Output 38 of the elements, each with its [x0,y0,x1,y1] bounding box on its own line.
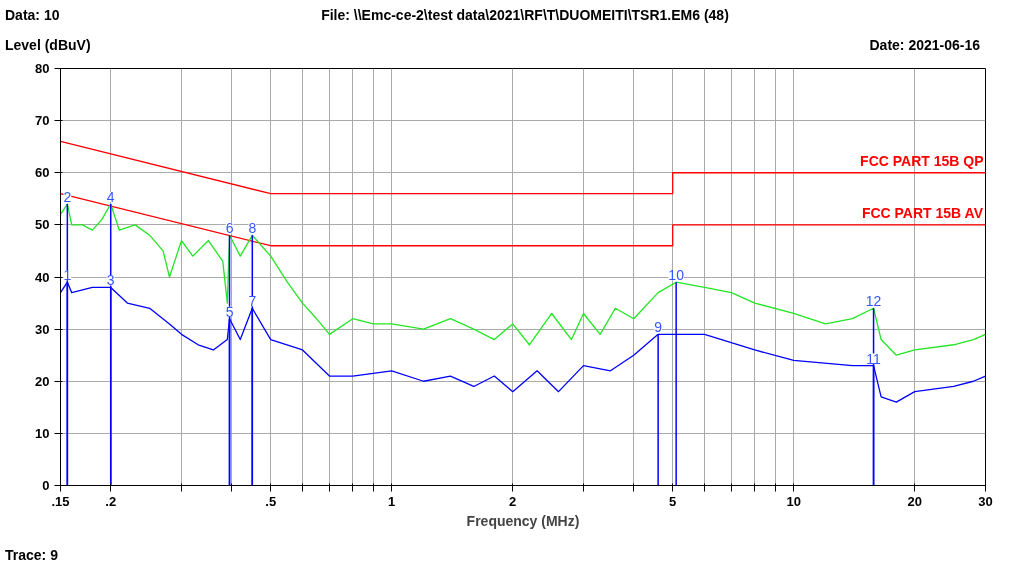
x-tick-label: 5 [669,493,677,509]
x-tick-label: .2 [105,493,117,509]
y-tick-label: 0 [42,478,50,493]
annotation: 5 [225,303,234,320]
y-tick-label: 80 [35,61,50,76]
y-tick-label: 20 [35,373,50,389]
y-tick-label: 50 [35,217,50,233]
y-tick-label: 30 [35,321,50,337]
annotation: 7 [248,293,257,310]
x-tick-label: .15 [51,493,70,509]
annotation: 2 [63,189,72,206]
annotation: 9 [654,319,663,336]
annotation: 4 [106,189,115,206]
chart-title: File: \\Emc-ce-2\test data\2021\RF\T\DUOMEITI\TSR1.EM6 (48) [321,6,729,25]
series-label: FCC PART 15B QP [860,152,984,169]
y-axis-title: Level (dBuV) [5,36,91,55]
x-tick-label: 20 [907,493,922,509]
annotation: 12 [865,293,882,310]
x-axis-title: Frequency (MHz) [466,512,580,529]
x-tick-label: 1 [388,493,396,509]
y-tick-label: 70 [35,113,50,129]
annotation: 3 [106,272,115,289]
series-label: FCC PART 15B AV [861,204,984,221]
text: Data: 10 [5,6,60,25]
y-tick-label: 10 [35,425,50,441]
annotation: 8 [248,220,257,237]
x-tick-label: .5 [265,493,277,509]
x-tick-label: 10 [786,493,801,509]
annotation: 6 [225,220,234,237]
y-tick-label: 40 [35,269,50,285]
annotation: 1 [63,267,72,284]
x-tick-label: 2 [509,493,517,509]
x-tick-label: 30 [978,493,993,509]
annotation: 10 [668,267,685,284]
text: Trace: 9 [5,546,58,565]
text: Date: 2021-06-16 [869,36,980,55]
annotation: 11 [866,350,882,367]
y-tick-label: 60 [35,165,50,181]
